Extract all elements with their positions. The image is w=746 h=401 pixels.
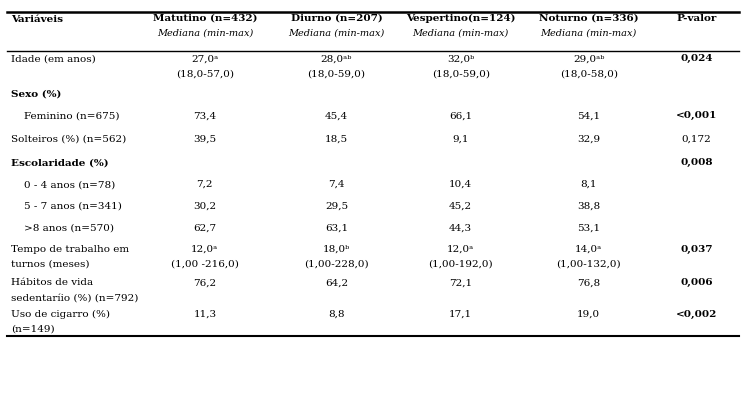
- Text: Sexo (%): Sexo (%): [11, 90, 61, 99]
- Text: 29,5: 29,5: [325, 202, 348, 211]
- Text: 38,8: 38,8: [577, 202, 601, 211]
- Text: 32,9: 32,9: [577, 135, 601, 144]
- Text: Solteiros (%) (n=562): Solteiros (%) (n=562): [11, 135, 126, 144]
- Text: 0,008: 0,008: [680, 158, 712, 168]
- Text: 8,1: 8,1: [580, 180, 597, 189]
- Text: >8 anos (n=570): >8 anos (n=570): [24, 223, 113, 232]
- Text: 62,7: 62,7: [193, 223, 216, 232]
- Text: 39,5: 39,5: [193, 135, 216, 144]
- Text: turnos (meses): turnos (meses): [11, 260, 90, 269]
- Text: 8,8: 8,8: [328, 310, 345, 319]
- Text: 19,0: 19,0: [577, 310, 601, 319]
- Text: 10,4: 10,4: [449, 180, 472, 189]
- Text: Vespertino(n=124): Vespertino(n=124): [406, 14, 515, 23]
- Text: (18,0-57,0): (18,0-57,0): [176, 69, 233, 78]
- Text: Hábitos de vida: Hábitos de vida: [11, 278, 93, 287]
- Text: (18,0-59,0): (18,0-59,0): [307, 69, 366, 78]
- Text: (n=149): (n=149): [11, 325, 54, 334]
- Text: 11,3: 11,3: [193, 310, 216, 319]
- Text: 12,0ᵃ: 12,0ᵃ: [191, 245, 219, 254]
- Text: <0,002: <0,002: [676, 310, 717, 319]
- Text: 18,5: 18,5: [325, 135, 348, 144]
- Text: Mediana (min-max): Mediana (min-max): [413, 29, 509, 38]
- Text: 0 - 4 anos (n=78): 0 - 4 anos (n=78): [24, 180, 115, 189]
- Text: Feminino (n=675): Feminino (n=675): [24, 111, 119, 120]
- Text: Variáveis: Variáveis: [11, 15, 63, 24]
- Text: P-valor: P-valor: [677, 14, 717, 23]
- Text: (18,0-59,0): (18,0-59,0): [432, 69, 489, 78]
- Text: 29,0ᵃᵇ: 29,0ᵃᵇ: [573, 54, 604, 63]
- Text: 0,024: 0,024: [680, 54, 712, 63]
- Text: Matutino (n=432): Matutino (n=432): [153, 14, 257, 23]
- Text: 9,1: 9,1: [453, 135, 469, 144]
- Text: Mediana (min-max): Mediana (min-max): [288, 29, 385, 38]
- Text: 27,0ᵃ: 27,0ᵃ: [191, 54, 219, 63]
- Text: Mediana (min-max): Mediana (min-max): [157, 29, 253, 38]
- Text: (18,0-58,0): (18,0-58,0): [560, 69, 618, 78]
- Text: 66,1: 66,1: [449, 111, 472, 120]
- Text: 0,006: 0,006: [680, 278, 713, 288]
- Text: Escolaridade (%): Escolaridade (%): [11, 158, 109, 168]
- Text: (1,00 -216,0): (1,00 -216,0): [171, 260, 239, 269]
- Text: Tempo de trabalho em: Tempo de trabalho em: [11, 245, 129, 254]
- Text: 30,2: 30,2: [193, 202, 216, 211]
- Text: 0,172: 0,172: [682, 135, 712, 144]
- Text: 45,4: 45,4: [325, 111, 348, 120]
- Text: <0,001: <0,001: [676, 111, 717, 120]
- Text: 76,2: 76,2: [193, 278, 216, 287]
- Text: 5 - 7 anos (n=341): 5 - 7 anos (n=341): [24, 202, 122, 211]
- Text: 64,2: 64,2: [325, 278, 348, 287]
- Text: 54,1: 54,1: [577, 111, 601, 120]
- Text: 53,1: 53,1: [577, 223, 601, 232]
- Text: 7,4: 7,4: [328, 180, 345, 189]
- Text: 12,0ᵃ: 12,0ᵃ: [447, 245, 474, 254]
- Text: Uso de cigarro (%): Uso de cigarro (%): [11, 310, 110, 319]
- Text: 44,3: 44,3: [449, 223, 472, 232]
- Text: (1,00-228,0): (1,00-228,0): [304, 260, 369, 269]
- Text: (1,00-192,0): (1,00-192,0): [428, 260, 493, 269]
- Text: 7,2: 7,2: [197, 180, 213, 189]
- Text: Noturno (n=336): Noturno (n=336): [539, 14, 639, 23]
- Text: 0,037: 0,037: [680, 245, 712, 254]
- Text: 72,1: 72,1: [449, 278, 472, 287]
- Text: 73,4: 73,4: [193, 111, 216, 120]
- Text: 45,2: 45,2: [449, 202, 472, 211]
- Text: (1,00-132,0): (1,00-132,0): [557, 260, 621, 269]
- Text: 63,1: 63,1: [325, 223, 348, 232]
- Text: 76,8: 76,8: [577, 278, 601, 287]
- Text: 18,0ᵇ: 18,0ᵇ: [323, 245, 350, 254]
- Text: 32,0ᵇ: 32,0ᵇ: [447, 54, 474, 63]
- Text: Mediana (min-max): Mediana (min-max): [541, 29, 637, 38]
- Text: 28,0ᵃᵇ: 28,0ᵃᵇ: [321, 54, 352, 63]
- Text: Diurno (n=207): Diurno (n=207): [291, 14, 382, 23]
- Text: 17,1: 17,1: [449, 310, 472, 319]
- Text: Idade (em anos): Idade (em anos): [11, 54, 96, 63]
- Text: sedentaríio (%) (n=792): sedentaríio (%) (n=792): [11, 293, 139, 302]
- Text: 14,0ᵃ: 14,0ᵃ: [575, 245, 602, 254]
